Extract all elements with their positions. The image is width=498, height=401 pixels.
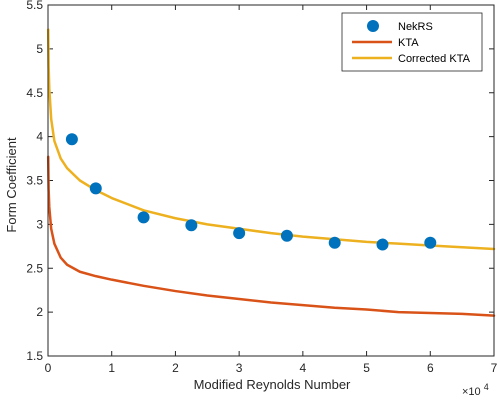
data-point-nekrs	[328, 236, 341, 249]
y-tick-label: 5	[36, 42, 43, 56]
y-tick-label: 3.5	[26, 174, 43, 188]
data-point-nekrs	[65, 133, 78, 146]
legend-marker-nekrs	[367, 20, 379, 32]
legend-label-kta: KTA	[398, 37, 419, 49]
data-point-nekrs	[424, 236, 437, 249]
data-point-nekrs	[137, 211, 150, 224]
legend-label-corrected-kta: Corrected KTA	[398, 53, 471, 65]
y-tick-label: 1.5	[26, 349, 43, 363]
y-tick-label: 2.5	[26, 261, 43, 275]
axis-frame	[47, 4, 495, 357]
series-layer	[46, 28, 496, 317]
y-tick-label: 4.5	[26, 86, 43, 100]
axes-box	[47, 4, 495, 357]
y-axis-label: Form Coefficient	[4, 137, 19, 233]
x-axis-label: Modified Reynolds Number	[194, 377, 351, 392]
x-tick-label: 4	[300, 361, 307, 375]
x-tick-label: 3	[236, 361, 243, 375]
data-point-nekrs	[233, 227, 246, 240]
series-line-kta	[46, 155, 496, 317]
data-point-nekrs	[185, 219, 198, 232]
y-tick-label: 3	[36, 217, 43, 231]
x-tick-label: 5	[363, 361, 370, 375]
y-tick-label: 2	[36, 305, 43, 319]
x-tick-label: 2	[172, 361, 179, 375]
x-axis-multiplier-exponent: 4	[484, 382, 489, 392]
x-tick-label: 7	[491, 361, 498, 375]
data-point-nekrs	[89, 182, 102, 195]
x-tick-label: 1	[108, 361, 115, 375]
x-tick-label: 6	[427, 361, 434, 375]
y-tick-label: 5.5	[26, 0, 43, 12]
y-tick-label: 4	[36, 130, 43, 144]
data-point-nekrs	[280, 229, 293, 242]
x-tick-label: 0	[45, 361, 52, 375]
x-axis-multiplier-base: ×10	[462, 386, 481, 398]
legend-label-nekrs: NekRS	[398, 21, 433, 33]
data-point-nekrs	[376, 238, 389, 251]
x-axis-multiplier: ×10 4	[462, 382, 489, 398]
legend: NekRS KTA Corrected KTA	[341, 12, 483, 72]
